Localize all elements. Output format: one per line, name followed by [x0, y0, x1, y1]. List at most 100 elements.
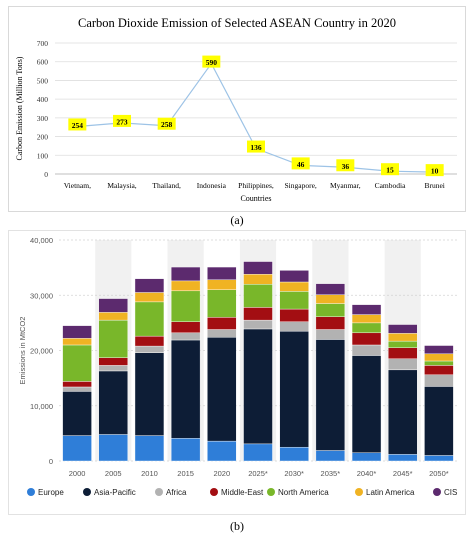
chart-b-category-label: 2015: [177, 469, 194, 478]
chart-a-data-label-bg: [202, 55, 221, 68]
chart-a-category-label: Philippines,: [238, 181, 274, 190]
chart-b-bar-segment: [351, 332, 382, 346]
chart-b-bar-segment: [388, 333, 418, 342]
chart-a-ytick-label: 600: [37, 58, 49, 67]
chart-b-bar-segment: [207, 317, 237, 330]
chart-b-bar-segment: [243, 328, 273, 445]
chart-b-ytick-label: 20,000: [30, 347, 53, 356]
chart-b-bar-segment: [62, 386, 92, 392]
chart-b-category-label: 2010: [141, 469, 158, 478]
chart-b-bar-segment: [134, 435, 165, 462]
chart-a-category-label: Cambodia: [375, 181, 406, 190]
chart-b-bar-segment: [388, 369, 418, 455]
chart-b-category-label: 2005: [105, 469, 122, 478]
caption-b: (b): [230, 519, 244, 533]
chart-b-bar-segment: [243, 274, 273, 285]
chart-b-bar-segment: [98, 298, 128, 313]
chart-a-category-label: Malaysia,: [107, 181, 136, 190]
chart-a-ytick-label: 700: [37, 39, 49, 48]
chart-b-bar-segment: [170, 438, 201, 462]
chart-b-legend-swatch: [83, 488, 91, 496]
chart-b-bar-segment: [388, 324, 418, 334]
chart-a-category-label: Thailand,: [152, 181, 181, 190]
chart-a-data-label-bg: [336, 159, 355, 172]
chart-a-ytick-label: 0: [44, 170, 48, 179]
chart-b-panel: 0 10,000 20,000 30,000 40,000 Emissions in Mt…: [8, 230, 466, 515]
chart-a-data-label-bg: [113, 114, 131, 127]
chart-a-title: Carbon Dioxide Emission of Selected ASEA…: [78, 16, 396, 30]
chart-a-data-label: 15: [386, 166, 394, 175]
chart-b-category-label: 2035*: [321, 469, 341, 478]
chart-b-bar-segment: [170, 321, 201, 334]
chart-b-bar-segment: [315, 339, 346, 451]
chart-b-bar-segment: [62, 338, 92, 346]
chart-a-data-label: 254: [72, 121, 84, 130]
chart-b-bar-segment: [98, 370, 128, 435]
chart-b-bar-segment: [279, 291, 309, 310]
chart-b-bar-segment: [134, 301, 165, 337]
chart-b-legend-label: Middle-East: [221, 488, 264, 497]
chart-b-bar-segment: [315, 316, 346, 330]
chart-a-category-label: Myanmar,: [330, 181, 361, 190]
chart-b-bar-segment: [351, 452, 382, 462]
chart-a-data-label-bg: [157, 117, 176, 130]
chart-a-data-label-bg: [68, 118, 87, 131]
chart-a-data-label-bg: [291, 157, 310, 170]
chart-b-category-label: 2045*: [393, 469, 413, 478]
chart-b-bar-segment: [388, 454, 418, 462]
chart-b-bar-segment: [170, 332, 201, 341]
chart-a-ytick-label: 200: [37, 133, 49, 142]
chart-b-bar-segment: [98, 365, 128, 372]
chart-b-bar-segment: [98, 434, 128, 462]
chart-a-data-label: 46: [297, 160, 305, 169]
chart-a-data-label: 590: [206, 58, 218, 67]
chart-b-bar-segment: [170, 339, 201, 439]
caption-a: (a): [230, 213, 244, 227]
chart-b-bar-segment: [315, 283, 346, 295]
chart-b-bar-segment: [243, 261, 273, 275]
chart-b-bar-segment: [424, 345, 454, 355]
chart-a-data-label-bg: [381, 163, 399, 176]
chart-b-bar-segment: [98, 319, 128, 358]
chart-b-bar-segment: [424, 353, 454, 362]
chart-b-bar-segment: [207, 329, 237, 338]
chart-b-legend-swatch: [155, 488, 163, 496]
chart-b-legend-label: North America: [278, 488, 329, 497]
chart-a-data-label: 273: [116, 117, 128, 126]
chart-b-legend-swatch: [27, 488, 35, 496]
chart-b-legend-label: CIS: [444, 488, 457, 497]
chart-a-category-label: Brunei: [424, 181, 444, 190]
chart-b-bar-segment: [134, 352, 165, 436]
chart-b-legend-label: Asia-Pacific: [94, 488, 136, 497]
chart-b-bar-segment: [424, 374, 454, 387]
chart-b-legend-swatch: [355, 488, 363, 496]
chart-b-legend-label: Europe: [38, 488, 64, 497]
chart-b-legend-swatch: [267, 488, 275, 496]
chart-b-bar-segment: [315, 294, 346, 304]
chart-a-data-label: 36: [342, 162, 350, 171]
chart-b-bar-segment: [351, 304, 382, 315]
chart-b-bar-segment: [279, 308, 309, 322]
chart-b-bar-segment: [279, 446, 309, 462]
chart-a-svg: Carbon Dioxide Emission of Selected ASEA…: [15, 16, 457, 203]
chart-b-legend-swatch: [433, 488, 441, 496]
chart-b-bar-segment: [98, 312, 128, 321]
chart-a-ylabel: Carbon Emission (Million Tons): [15, 56, 24, 160]
chart-b-bar-segment: [62, 381, 92, 388]
chart-b-category-label: 2030*: [284, 469, 304, 478]
chart-b-bar-segment: [424, 386, 454, 456]
chart-b-svg: 0 10,000 20,000 30,000 40,000 Emissions in Mt…: [18, 236, 457, 497]
chart-b-bar-segment: [315, 329, 346, 340]
chart-b-bar-segment: [351, 322, 382, 334]
chart-b-bar-segment: [279, 330, 309, 448]
chart-b-bar-segment: [62, 435, 92, 462]
chart-b-ytick-label: 0: [49, 457, 53, 466]
chart-a-panel: Carbon Dioxide Emission of Selected ASEA…: [8, 6, 466, 212]
chart-a-xlabel: Countries: [240, 194, 271, 203]
chart-b-ytick-label: 30,000: [30, 291, 53, 300]
chart-a-ytick-label: 400: [37, 95, 49, 104]
chart-b-bar-segment: [279, 321, 309, 332]
chart-a-category-label: Vietnam,: [64, 181, 91, 190]
chart-b-legend-swatch: [210, 488, 218, 496]
chart-b-bar-segment: [207, 337, 237, 442]
